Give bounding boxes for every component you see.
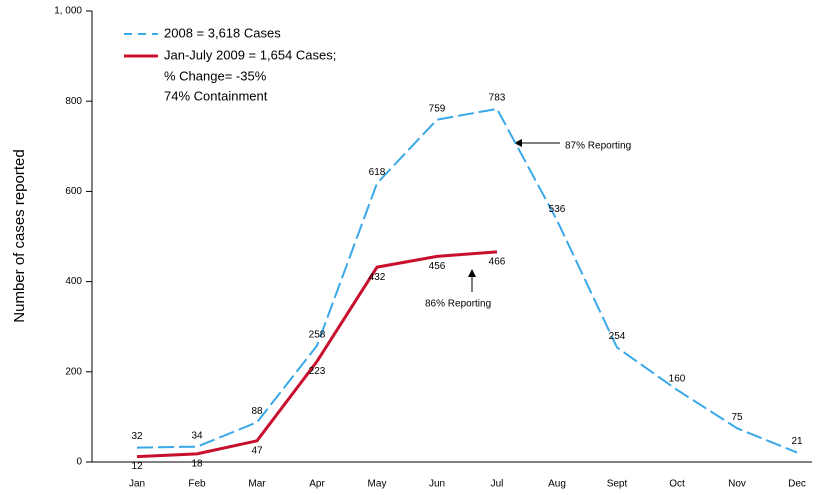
- data-label: 18: [191, 459, 203, 470]
- data-label: 160: [669, 373, 686, 384]
- x-tick-label: Jun: [429, 479, 445, 490]
- series-line: [136, 107, 798, 454]
- data-label: 456: [429, 261, 446, 272]
- x-tick-label: May: [368, 479, 387, 490]
- x-tick-label: Jul: [491, 479, 504, 490]
- x-tick-label: Sept: [607, 479, 628, 490]
- data-label: 223: [309, 366, 326, 377]
- x-tick-label: Dec: [788, 479, 806, 490]
- y-tick-label: 400: [65, 276, 82, 287]
- x-tick-label: Mar: [248, 479, 266, 490]
- y-tick-label: 0: [76, 457, 82, 468]
- legend-note: % Change= -35%: [164, 68, 267, 83]
- y-tick-label: 800: [65, 96, 82, 107]
- data-label: 21: [791, 436, 803, 447]
- x-tick-label: Jan: [129, 479, 145, 490]
- data-label: 258: [309, 329, 326, 340]
- y-tick-label: 600: [65, 186, 82, 197]
- annotation: 87% Reporting: [565, 141, 631, 152]
- data-label: 618: [369, 167, 386, 178]
- data-label: 12: [131, 461, 143, 472]
- data-label: 432: [369, 272, 386, 283]
- data-label: 47: [251, 445, 263, 456]
- data-label: 34: [191, 430, 203, 441]
- x-tick-label: Apr: [309, 479, 325, 490]
- x-tick-label: Feb: [188, 479, 206, 490]
- x-tick-label: Oct: [669, 479, 685, 490]
- data-label: 75: [731, 412, 743, 423]
- data-label: 759: [429, 103, 446, 114]
- data-label: 88: [251, 406, 263, 417]
- data-label: 783: [489, 93, 506, 104]
- y-axis-label: Number of cases reported: [11, 149, 28, 322]
- data-label: 254: [609, 331, 626, 342]
- legend-label: 2008 = 3,618 Cases: [164, 25, 281, 40]
- x-tick-label: Nov: [728, 479, 746, 490]
- data-label: 32: [131, 431, 143, 442]
- series-line: [136, 250, 498, 459]
- y-tick-label: 1, 000: [54, 6, 82, 17]
- legend-label: Jan-July 2009 = 1,654 Cases;: [164, 47, 336, 62]
- annotation: 86% Reporting: [425, 299, 491, 310]
- data-label: 536: [549, 204, 566, 215]
- data-label: 466: [489, 256, 506, 267]
- x-tick-label: Aug: [548, 479, 566, 490]
- legend-note: 74% Containment: [164, 88, 268, 103]
- y-tick-label: 200: [65, 366, 82, 377]
